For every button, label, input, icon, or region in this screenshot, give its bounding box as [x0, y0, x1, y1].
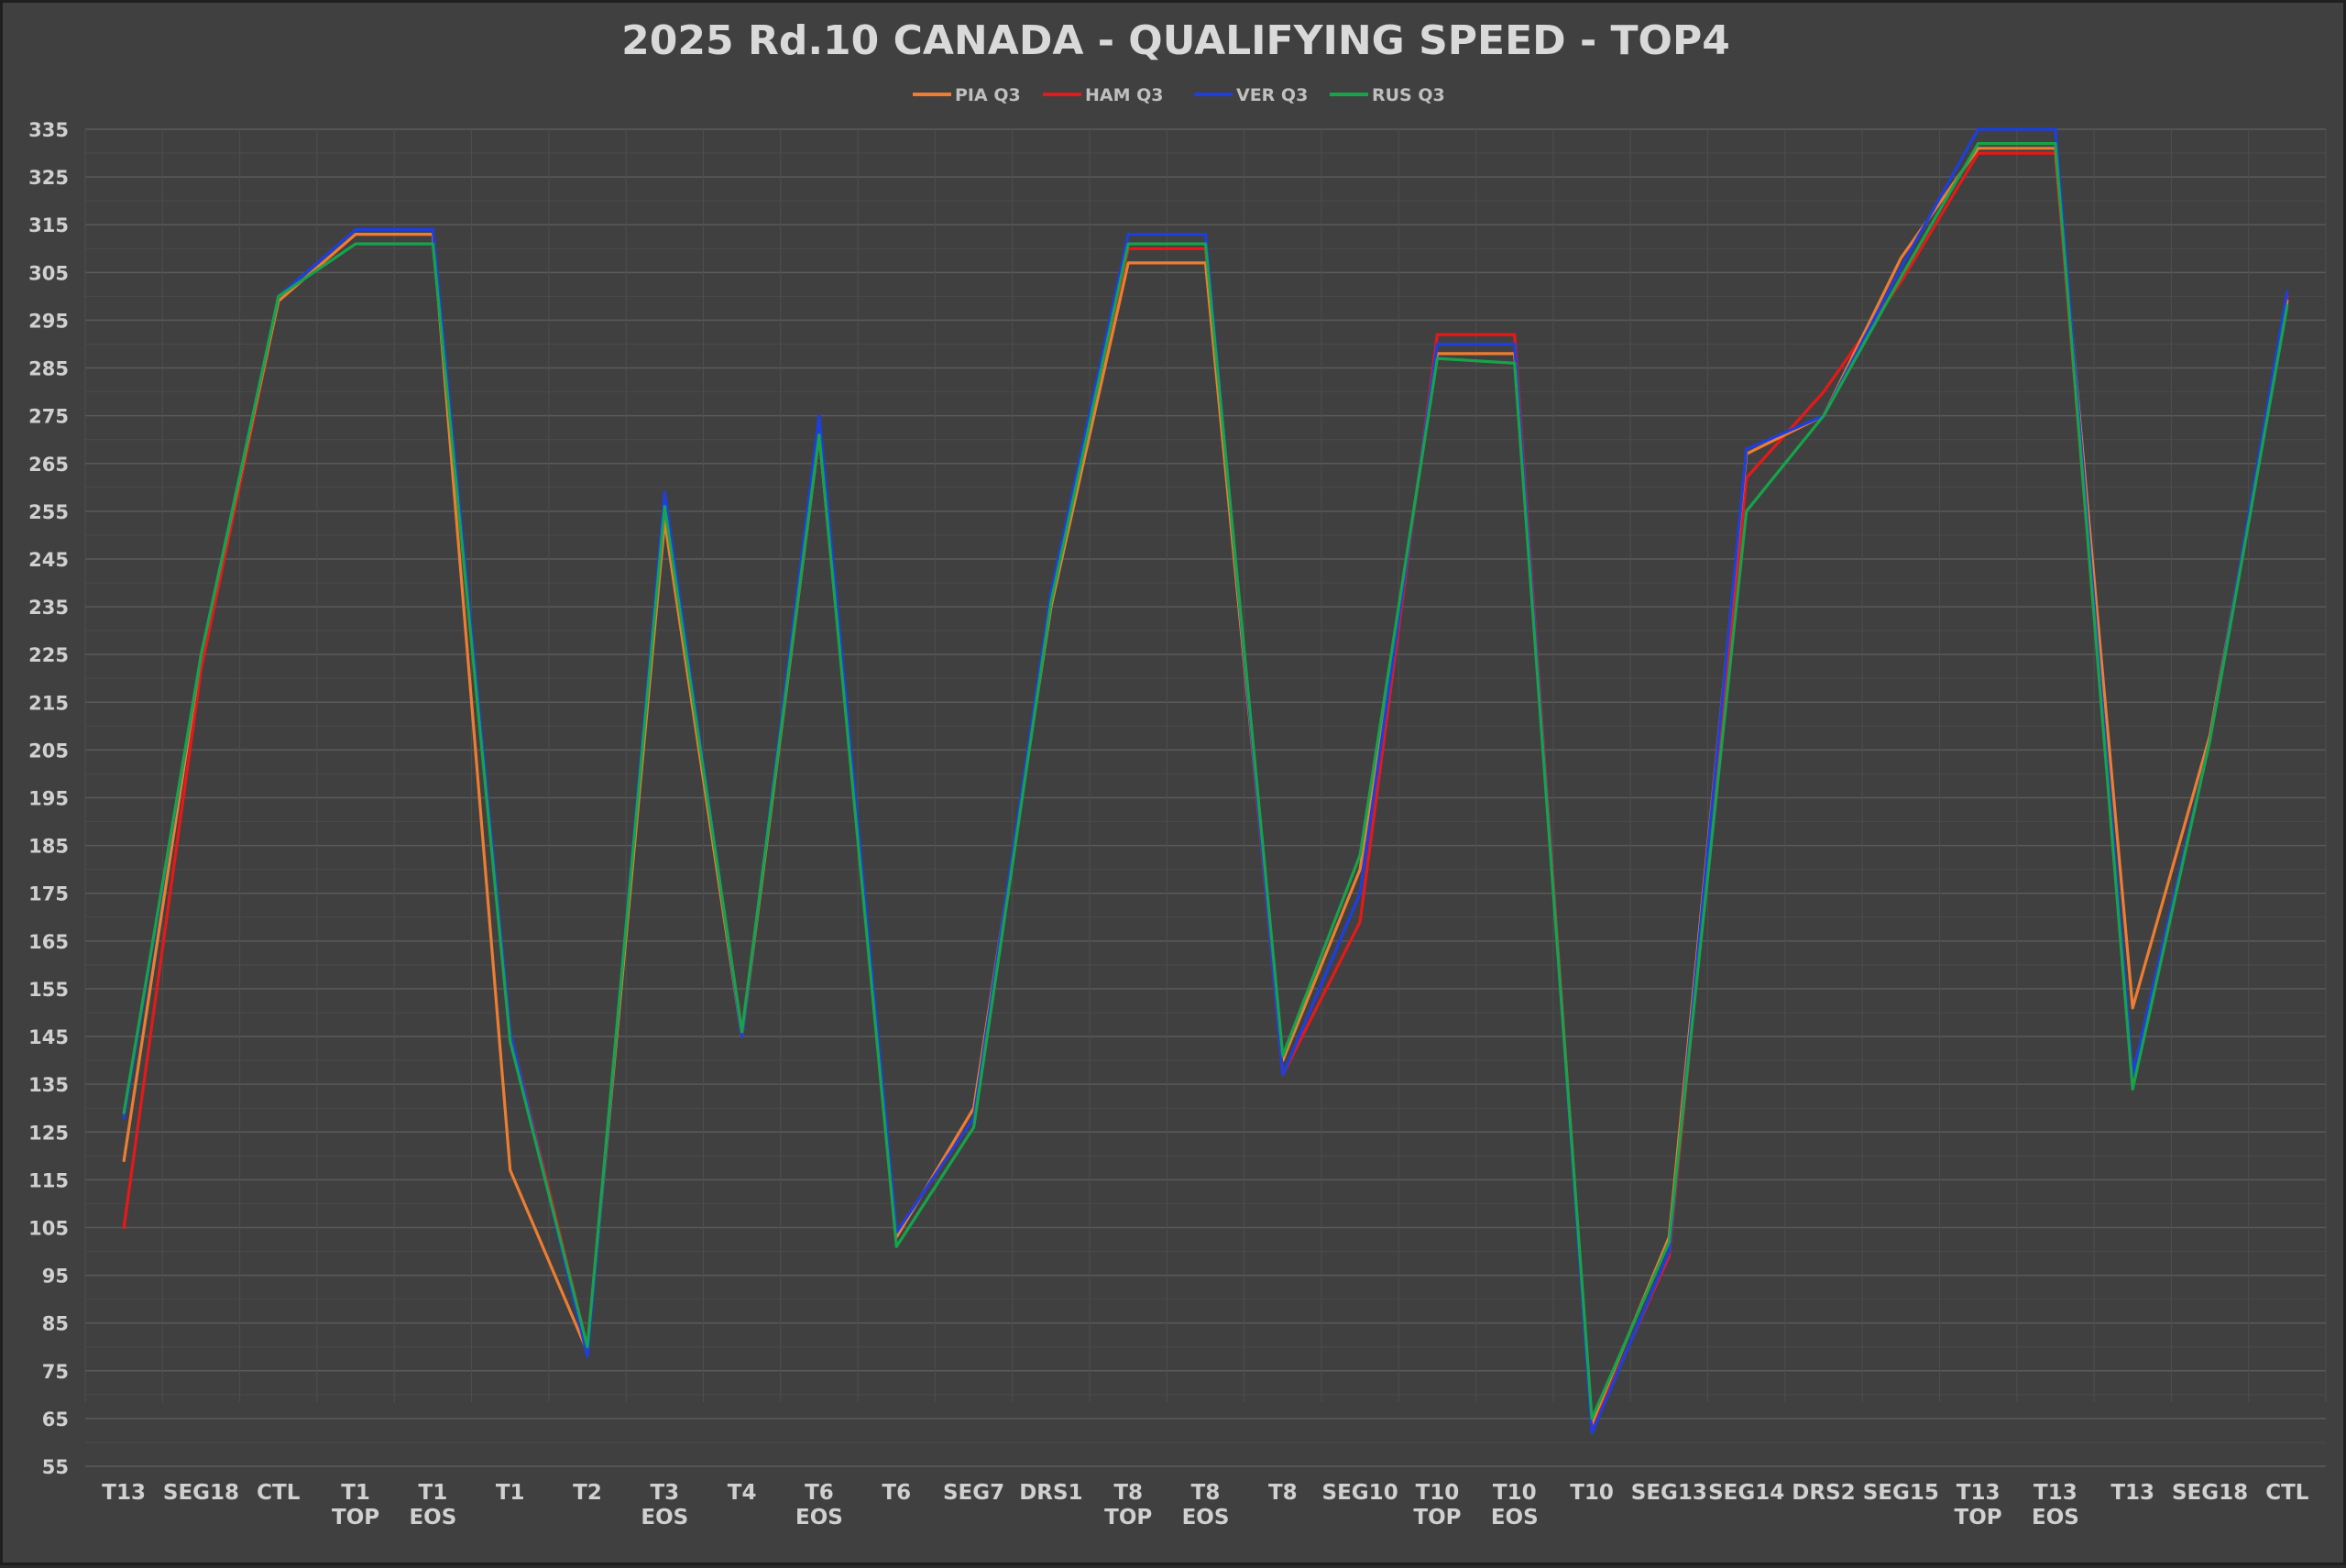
x-tick-label: T13 — [102, 1481, 146, 1505]
x-tick-label: T2 — [573, 1481, 602, 1505]
grid — [84, 128, 2327, 1467]
series-line-ver-q3 — [122, 127, 2289, 1435]
y-tick-label: 275 — [28, 406, 69, 428]
x-tick-label: T8 EOS — [1182, 1481, 1230, 1530]
chart-title: 2025 Rd.10 CANADA - QUALIFYING SPEED - T… — [621, 17, 1730, 64]
x-tick-label: T10 — [1570, 1481, 1614, 1505]
legend-item: HAM Q3 — [1043, 85, 1164, 105]
y-tick-label: 285 — [28, 358, 69, 380]
y-tick-label: 205 — [28, 740, 69, 762]
x-tick-label: T13 — [2110, 1481, 2154, 1505]
x-tick-label: SEG7 — [943, 1481, 1004, 1505]
x-tick-label: SEG18 — [2172, 1481, 2248, 1505]
x-tick-label: T10 EOS — [1491, 1481, 1539, 1530]
y-tick-label: 245 — [28, 549, 69, 571]
y-tick-label: 255 — [28, 501, 69, 523]
y-tick-label: 335 — [28, 119, 69, 141]
y-tick-label: 185 — [28, 836, 69, 858]
x-tick-label: DRS2 — [1792, 1481, 1855, 1505]
y-axis: 55 65 75 85 95 105 115 125 135 145 155 165 175 185 195… — [28, 119, 69, 1478]
x-tick-label: T6 EOS — [795, 1481, 843, 1530]
series-line-rus-q3 — [122, 142, 2289, 1420]
legend-item: PIA Q3 — [913, 85, 1021, 105]
x-tick-label: T1 — [496, 1481, 525, 1505]
x-tick-label: T10 TOP — [1413, 1481, 1461, 1530]
y-tick-label: 135 — [28, 1074, 69, 1096]
legend-item: VER Q3 — [1194, 85, 1308, 105]
y-tick-label: 305 — [28, 262, 69, 284]
legend-label: VER Q3 — [1236, 85, 1308, 105]
x-tick-label: T13 EOS — [2032, 1481, 2079, 1530]
x-tick-label: T8 TOP — [1104, 1481, 1152, 1530]
x-tick-label: T1 EOS — [409, 1481, 456, 1530]
y-tick-label: 85 — [42, 1313, 69, 1335]
y-tick-label: 115 — [28, 1169, 69, 1191]
x-tick-label: CTL — [2265, 1481, 2309, 1505]
line-chart: 2025 Rd.10 CANADA - QUALIFYING SPEED - T… — [28, 17, 2327, 1530]
y-tick-label: 105 — [28, 1217, 69, 1239]
x-tick-label: T8 — [1268, 1481, 1298, 1505]
x-tick-label: SEG14 — [1708, 1481, 1784, 1505]
legend-label: HAM Q3 — [1085, 85, 1164, 105]
y-tick-label: 125 — [28, 1122, 69, 1144]
legend: PIA Q3 HAM Q3 VER Q3 RUS Q3 — [913, 85, 1445, 105]
x-tick-label: CTL — [257, 1481, 301, 1505]
legend-label: RUS Q3 — [1372, 85, 1445, 105]
y-tick-label: 95 — [42, 1266, 69, 1288]
x-tick-label: SEG15 — [1863, 1481, 1939, 1505]
x-tick-label: T13 TOP — [1955, 1481, 2002, 1530]
y-tick-label: 235 — [28, 597, 69, 619]
y-tick-label: 55 — [42, 1456, 69, 1478]
y-tick-label: 215 — [28, 692, 69, 714]
x-tick-label: T6 — [882, 1481, 911, 1505]
y-tick-label: 225 — [28, 644, 69, 666]
x-tick-label: DRS1 — [1019, 1481, 1082, 1505]
x-tick-label: T4 — [728, 1481, 757, 1505]
x-axis: T13 SEG18 CTL T1 TOP T1 EOS T1 T2 T3 EOS T4 T6 EOS T6 S… — [102, 1481, 2308, 1530]
y-tick-label: 325 — [28, 167, 69, 189]
y-tick-label: 195 — [28, 788, 69, 810]
y-tick-label: 295 — [28, 310, 69, 332]
series-lines — [122, 127, 2289, 1435]
y-tick-label: 175 — [28, 883, 69, 905]
y-tick-label: 265 — [28, 454, 69, 476]
y-tick-label: 155 — [28, 979, 69, 1001]
y-tick-label: 65 — [42, 1409, 69, 1431]
y-tick-label: 75 — [42, 1361, 69, 1383]
x-tick-label: SEG18 — [163, 1481, 239, 1505]
y-tick-label: 165 — [28, 931, 69, 953]
x-tick-label: SEG13 — [1631, 1481, 1707, 1505]
series-line-pia-q3 — [122, 147, 2289, 1425]
x-tick-label: SEG10 — [1322, 1481, 1398, 1505]
y-tick-label: 145 — [28, 1026, 69, 1048]
legend-label: PIA Q3 — [955, 85, 1021, 105]
x-tick-label: T3 EOS — [641, 1481, 688, 1530]
legend-item: RUS Q3 — [1330, 85, 1445, 105]
x-tick-label: T1 TOP — [332, 1481, 379, 1530]
y-tick-label: 315 — [28, 214, 69, 236]
